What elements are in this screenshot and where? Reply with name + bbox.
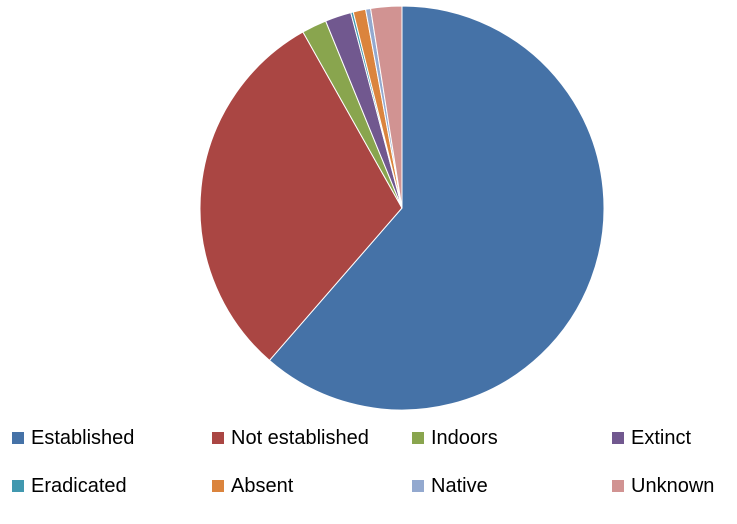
pie-chart: [199, 5, 605, 411]
legend-label-established: Established: [31, 426, 135, 449]
legend-item-native: Native: [412, 473, 488, 499]
legend-label-not-established: Not established: [231, 426, 369, 449]
legend-swatch-established: [12, 432, 24, 444]
pie-slice-unknown: [369, 5, 403, 209]
legend-item-extinct: Extinct: [612, 425, 691, 451]
legend-swatch-eradicated: [12, 480, 24, 492]
legend-label-absent: Absent: [231, 474, 294, 497]
legend-label-indoors: Indoors: [431, 426, 498, 449]
legend-swatch-not-established: [212, 432, 224, 444]
legend-item-established: Established: [12, 425, 134, 451]
legend-swatch-extinct: [612, 432, 624, 444]
legend-label-native: Native: [431, 474, 488, 497]
legend-item-absent: Absent: [212, 473, 293, 499]
legend-swatch-native: [412, 480, 424, 492]
legend-swatch-absent: [212, 480, 224, 492]
legend-item-eradicated: Eradicated: [12, 473, 127, 499]
legend-item-unknown: Unknown: [612, 473, 714, 499]
legend-label-eradicated: Eradicated: [31, 474, 127, 497]
legend-item-indoors: Indoors: [412, 425, 498, 451]
legend-swatch-unknown: [612, 480, 624, 492]
pie-slice-established: [268, 5, 605, 411]
legend-label-unknown: Unknown: [631, 474, 715, 497]
pie-slice-not-established: [199, 31, 403, 362]
legend-swatch-indoors: [412, 432, 424, 444]
legend-label-extinct: Extinct: [631, 426, 692, 449]
legend-item-not-established: Not established: [212, 425, 369, 451]
